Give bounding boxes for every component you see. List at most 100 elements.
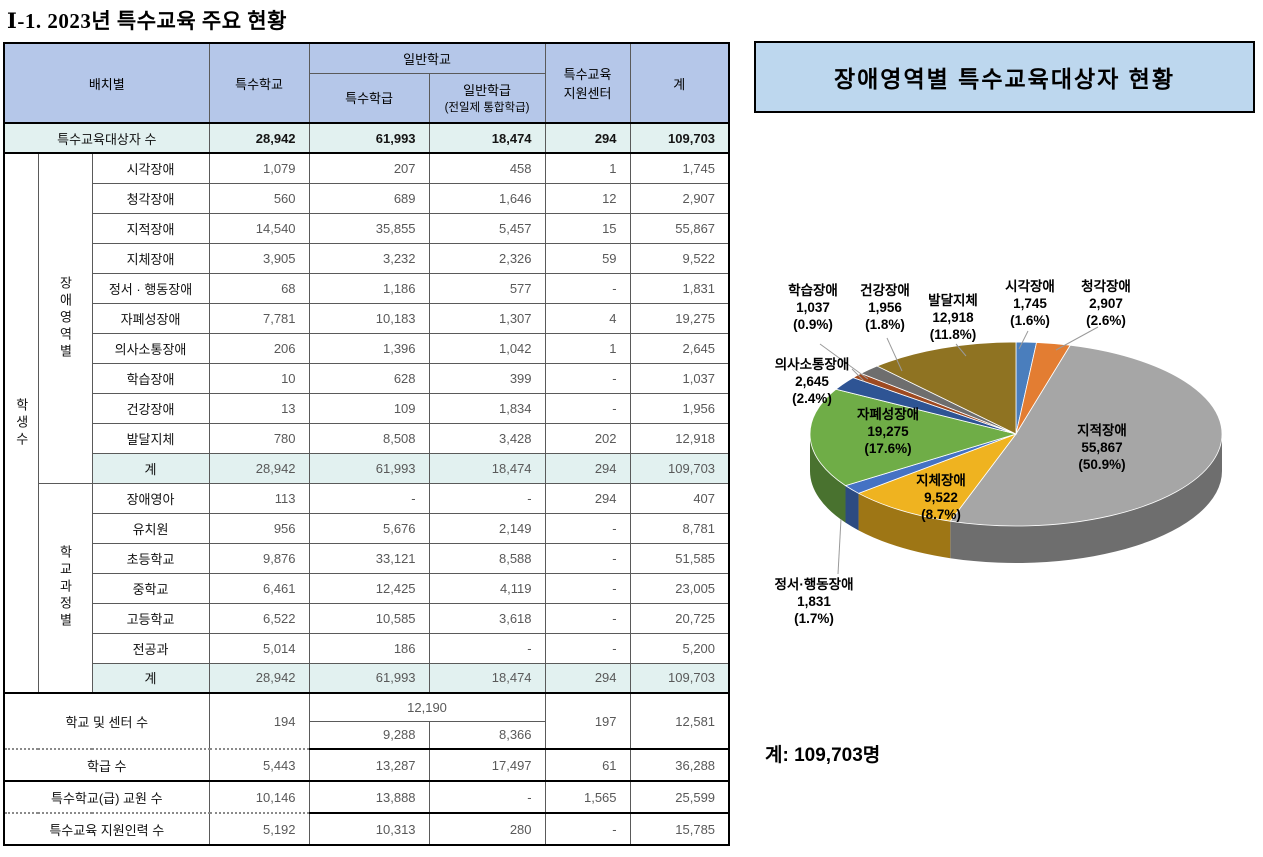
table-cell: 5,457 <box>428 212 546 244</box>
table-cell: 10 <box>208 362 310 394</box>
table-cell: 18,474 <box>428 122 546 154</box>
table-cell: 68 <box>208 272 310 304</box>
table-cell: 28,942 <box>208 662 310 694</box>
table-cell: 1,646 <box>428 182 546 214</box>
table-cell: 5,192 <box>208 812 310 846</box>
table-cell: 10,313 <box>308 812 430 846</box>
table-row: 건강장애 13 109 1,834-1,956 <box>4 392 730 424</box>
table-cell: 18,474 <box>428 662 546 694</box>
table-cell: - <box>544 362 631 394</box>
table-cell: 2,645 <box>629 332 730 364</box>
table-cell: - <box>544 272 631 304</box>
group-label-disability: 장애영역별 <box>37 152 93 484</box>
pie-label-line: (8.7%) <box>921 507 961 522</box>
row-label: 청각장애 <box>91 182 210 214</box>
table-cell: 8,588 <box>428 542 546 574</box>
table-cell: - <box>544 602 631 634</box>
table-cell: 1,745 <box>629 152 730 184</box>
table-cell: 1,956 <box>629 392 730 424</box>
row-label: 특수교육 지원인력 수 <box>3 812 210 846</box>
group-label-students: 학생수 <box>3 152 39 694</box>
table-cell: - <box>544 572 631 604</box>
pie-label-line: 2,907 <box>1089 296 1123 311</box>
pie-slice-side-4 <box>845 485 859 531</box>
table-cell: 36,288 <box>629 748 730 782</box>
table-cell: 202 <box>544 422 631 454</box>
table-cell: 1,186 <box>308 272 430 304</box>
header-support-center: 특수교육 지원센터 <box>544 42 631 124</box>
pie-label-line: 1,956 <box>868 300 902 315</box>
pie-label-line: 지적장애 <box>1077 423 1127 438</box>
pie-label-line: 발달지체 <box>928 293 978 308</box>
pie-chart <box>809 326 1223 575</box>
table-cell: 35,855 <box>308 212 430 244</box>
table-cell: 577 <box>428 272 546 304</box>
table-cell: 13,287 <box>308 748 430 782</box>
table-cell: 23,005 <box>629 572 730 604</box>
table-cell: 8,508 <box>308 422 430 454</box>
table-cell: 15,785 <box>629 812 730 846</box>
header-general-class-line1: 일반학급 <box>463 83 511 99</box>
pie-label-line: 시각장애 <box>1005 279 1055 294</box>
header-general-class: 일반학급 (전일제 통합학급) <box>428 72 546 124</box>
pie-leader-line-1 <box>1055 326 1099 351</box>
group-label-school-level: 학교과정별 <box>37 482 93 694</box>
table-header: 배치별 특수학교 일반학교 특수교육 지원센터 계 특수학급 일반학급 (전일제… <box>3 42 730 124</box>
table-cell: 194 <box>208 692 310 750</box>
table-cell: 59 <box>544 242 631 274</box>
table-cell: 399 <box>428 362 546 394</box>
table-cell: 2,907 <box>629 182 730 214</box>
row-label: 특수교육대상자 수 <box>3 122 210 154</box>
table-cell: 628 <box>308 362 430 394</box>
row-label: 의사소통장애 <box>91 332 210 364</box>
table-cell: 207 <box>308 152 430 184</box>
table-cell: 109 <box>308 392 430 424</box>
row-label: 유치원 <box>91 512 210 544</box>
table-row: 유치원 956 5,676 2,149-8,781 <box>4 512 730 544</box>
table-cell: 294 <box>544 452 631 484</box>
table-cell: 2,149 <box>428 512 546 544</box>
table-cell: - <box>308 482 430 514</box>
table-cell: - <box>428 482 546 514</box>
table-cell: 5,443 <box>208 748 310 782</box>
table-cell: 5,676 <box>308 512 430 544</box>
chart-total: 계: 109,703명 <box>765 745 881 766</box>
pie-label-line: 19,275 <box>867 424 909 439</box>
pie-label-line: 정서·행동장애 <box>774 577 854 592</box>
table-cell: 294 <box>544 482 631 514</box>
pie-label-line: 의사소통장애 <box>774 357 850 372</box>
page-title: Ⅰ-1. 2023년 특수교육 주요 현황 <box>7 9 287 33</box>
pie-label-line: (11.8%) <box>929 327 977 342</box>
table-cell: 8,781 <box>629 512 730 544</box>
row-label: 정서 · 행동장애 <box>91 272 210 304</box>
table-cell: 1,834 <box>428 392 546 424</box>
table-row: 중학교 6,461 12,425 4,119-23,005 <box>4 572 730 604</box>
table-cell: 1,037 <box>629 362 730 394</box>
table-body: 특수교육대상자 수 28,942 61,993 18,474 294 109,703 학생수… <box>3 122 730 846</box>
pie-label-2: 지적장애 55,867 (50.9%) <box>1077 422 1127 473</box>
pie-label-line: 자폐성장애 <box>856 407 920 422</box>
table-cell: 689 <box>308 182 430 214</box>
pie-label-line: 1,745 <box>1013 296 1047 311</box>
table-cell: 10,183 <box>308 302 430 334</box>
table-row: 정서 · 행동장애 68 1,186 577-1,831 <box>4 272 730 304</box>
row-label: 학교 및 센터 수 <box>3 692 210 750</box>
pie-label-3: 지체장애 9,522 (8.7%) <box>916 472 966 523</box>
pie-label-line: 지체장애 <box>916 473 966 488</box>
row-label: 고등학교 <box>91 602 210 634</box>
pie-leader-line-6 <box>851 368 865 382</box>
row-label: 계 <box>91 662 210 694</box>
pie-slice-side-5 <box>810 434 846 523</box>
table-cell: - <box>544 812 631 846</box>
pie-leader-line-8 <box>886 337 903 372</box>
table-cell: 61,993 <box>308 122 430 154</box>
pie-label-line: (1.6%) <box>1010 313 1050 328</box>
table-cell: 7,781 <box>208 302 310 334</box>
pie-label-0: 시각장애 1,745 (1.6%) <box>1005 278 1055 329</box>
table-cell: 3,232 <box>308 242 430 274</box>
pie-label-line: 55,867 <box>1081 440 1123 455</box>
pie-label-5: 자폐성장애 19,275 (17.6%) <box>857 406 919 457</box>
table-cell: 15 <box>544 212 631 244</box>
table-row: 발달지체 780 8,508 3,428 202 12,918 <box>4 422 730 454</box>
table-cell: 1,396 <box>308 332 430 364</box>
